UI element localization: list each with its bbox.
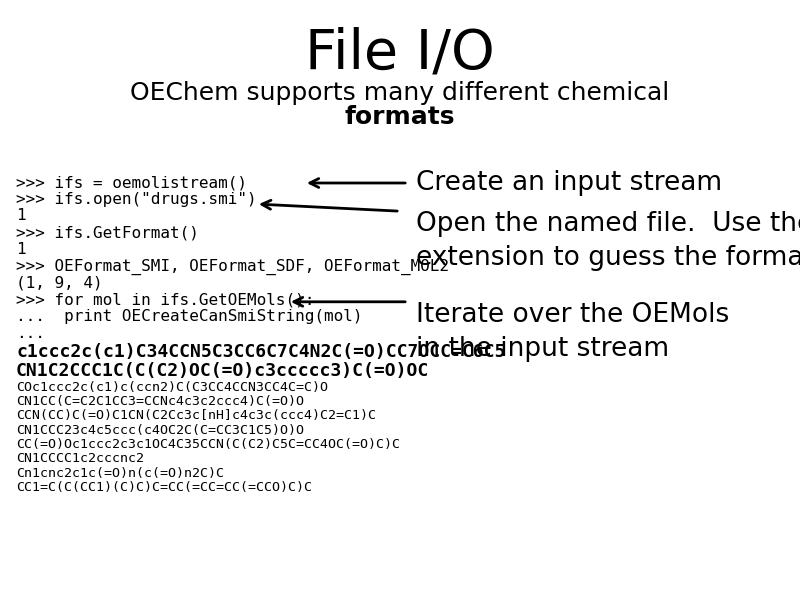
Text: CN1C2CCC1C(C(C2)OC(=O)c3ccccc3)C(=O)OC: CN1C2CCC1C(C(C2)OC(=O)c3ccccc3)C(=O)OC: [16, 362, 430, 380]
Text: File I/O: File I/O: [305, 27, 495, 81]
Text: 1: 1: [16, 242, 26, 257]
Text: >>> ifs.open("drugs.smi"): >>> ifs.open("drugs.smi"): [16, 192, 257, 207]
Text: formats: formats: [345, 105, 455, 129]
Text: COc1ccc2c(c1)c(ccn2)C(C3CC4CCN3CC4C=C)O: COc1ccc2c(c1)c(ccn2)C(C3CC4CCN3CC4C=C)O: [16, 380, 328, 394]
Text: CC1=C(C(CC1)(C)C)C=CC(=CC=CC(=CCO)C)C: CC1=C(C(CC1)(C)C)C=CC(=CC=CC(=CCO)C)C: [16, 481, 312, 494]
Text: 1: 1: [16, 208, 26, 223]
Text: OEChem supports many different chemical: OEChem supports many different chemical: [130, 81, 670, 105]
Text: >>> OEFormat_SMI, OEFormat_SDF, OEFormat_MOL2: >>> OEFormat_SMI, OEFormat_SDF, OEFormat…: [16, 258, 449, 275]
Text: Cn1cnc2c1c(=O)n(c(=O)n2C)C: Cn1cnc2c1c(=O)n(c(=O)n2C)C: [16, 467, 224, 480]
Text: CCN(CC)C(=O)C1CN(C2Cc3c[nH]c4c3c(ccc4)C2=C1)C: CCN(CC)C(=O)C1CN(C2Cc3c[nH]c4c3c(ccc4)C2…: [16, 409, 376, 422]
Text: >>> ifs = oemolistream(): >>> ifs = oemolistream(): [16, 176, 247, 191]
Text: Create an input stream: Create an input stream: [416, 170, 722, 196]
Text: ...: ...: [16, 326, 45, 341]
Text: CN1CCC23c4c5ccc(c4OC2C(C=CC3C1C5)O)O: CN1CCC23c4c5ccc(c4OC2C(C=CC3C1C5)O)O: [16, 424, 304, 437]
Text: CN1CC(C=C2C1CC3=CCNc4c3c2ccc4)C(=O)O: CN1CC(C=C2C1CC3=CCNc4c3c2ccc4)C(=O)O: [16, 395, 304, 408]
Text: CC(=O)Oc1ccc2c3c1OC4C35CCN(C(C2)C5C=CC4OC(=O)C)C: CC(=O)Oc1ccc2c3c1OC4C35CCN(C(C2)C5C=CC4O…: [16, 438, 400, 451]
Text: >>> ifs.GetFormat(): >>> ifs.GetFormat(): [16, 225, 199, 240]
Text: (1, 9, 4): (1, 9, 4): [16, 275, 102, 290]
Text: c1ccc2c(c1)C34CCN5C3CC6C7C4N2C(=O)CC7OCC=C6C5: c1ccc2c(c1)C34CCN5C3CC6C7C4N2C(=O)CC7OCC…: [16, 343, 506, 361]
Text: CN1CCCC1c2cccnc2: CN1CCCC1c2cccnc2: [16, 452, 144, 466]
Text: >>> for mol in ifs.GetOEMols():: >>> for mol in ifs.GetOEMols():: [16, 292, 314, 307]
Text: Open the named file.  Use the
extension to guess the format: Open the named file. Use the extension t…: [416, 211, 800, 271]
Text: ...  print OECreateCanSmiString(mol): ... print OECreateCanSmiString(mol): [16, 310, 362, 324]
Text: Iterate over the OEMols
in the input stream: Iterate over the OEMols in the input str…: [416, 302, 730, 362]
